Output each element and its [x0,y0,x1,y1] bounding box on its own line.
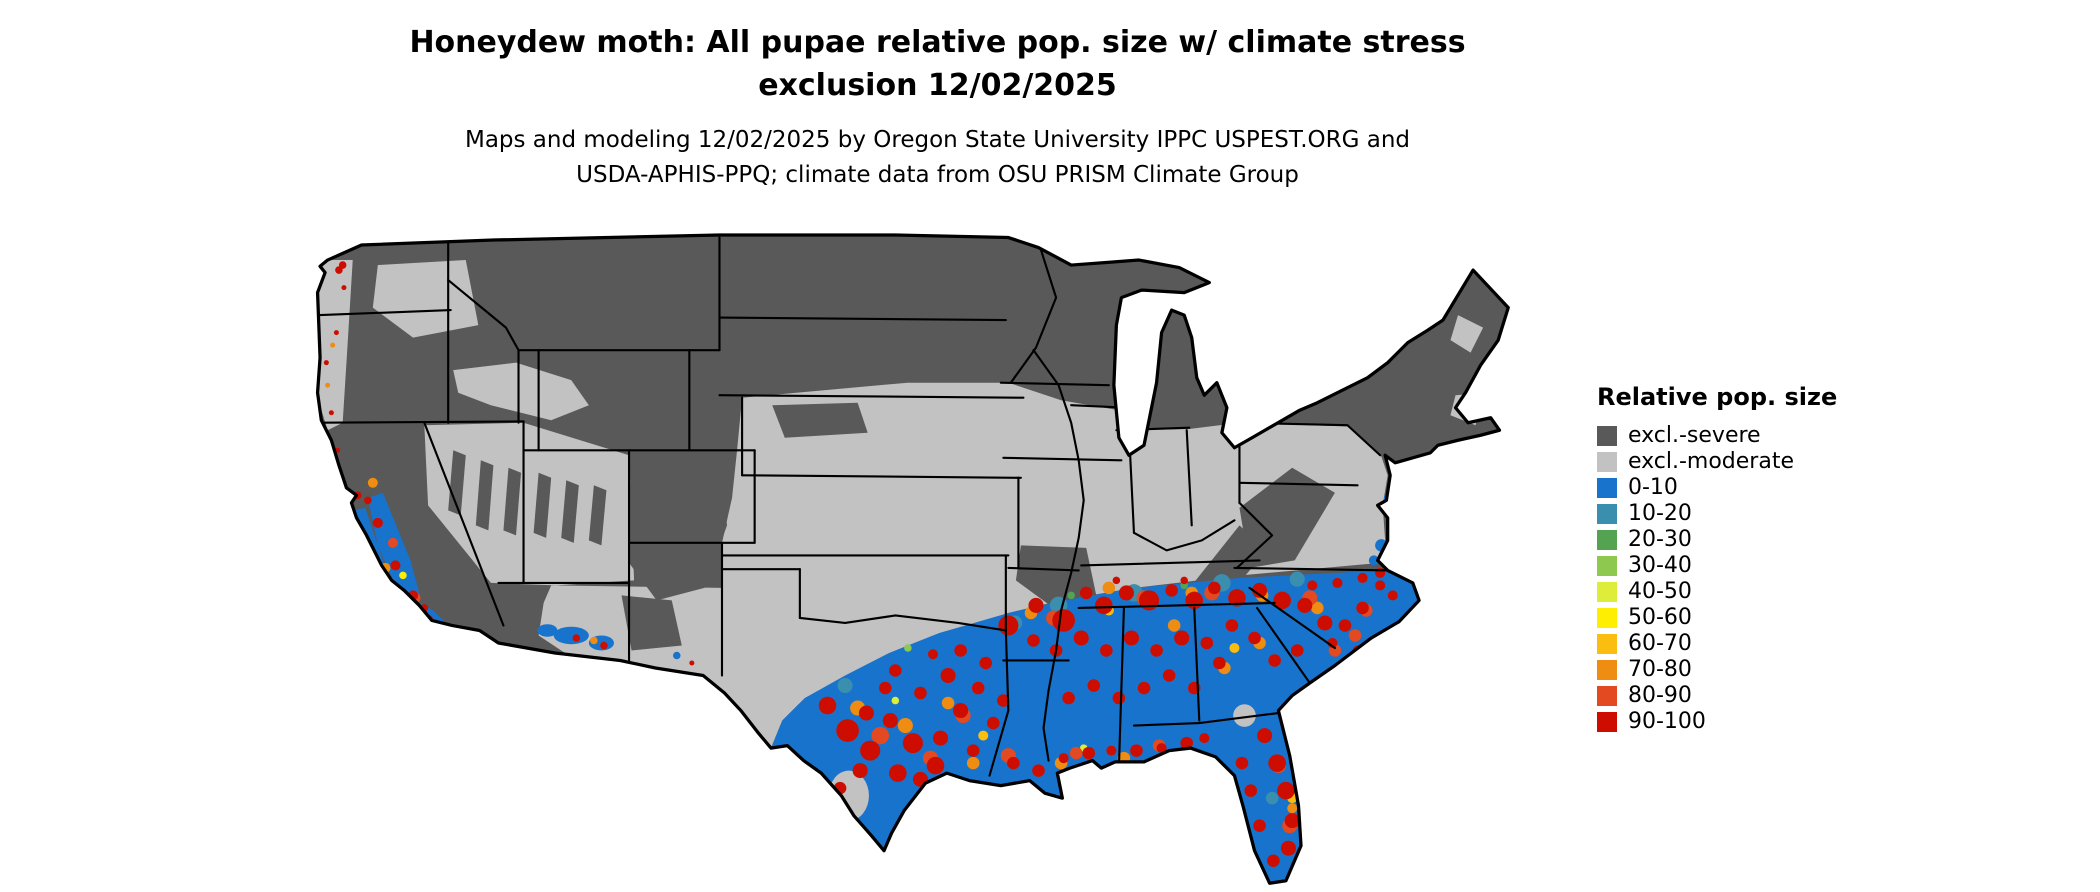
us-map [305,210,1561,892]
legend-item-label: 90-100 [1628,709,1706,734]
legend-item: 70-80 [1597,657,1837,683]
legend-item: 50-60 [1597,605,1837,631]
legend-item-label: 0-10 [1628,475,1678,500]
legend-swatch [1597,582,1617,602]
legend-title: Relative pop. size [1597,383,1838,411]
legend-item-label: excl.-moderate [1628,449,1794,474]
legend-item-label: 80-90 [1628,683,1692,708]
us-outline [315,233,1510,885]
legend-item: excl.-moderate [1597,449,1837,475]
legend-item-label: 10-20 [1628,501,1692,526]
us-map-svg [315,233,1510,885]
legend-swatch [1597,608,1617,628]
state-borders [319,236,1389,777]
legend-swatch [1597,478,1617,498]
legend-item-label: 40-50 [1628,579,1692,604]
subtitle-line-1: Maps and modeling 12/02/2025 by Oregon S… [464,127,1411,154]
legend-item: 0-10 [1597,475,1837,501]
legend-swatch [1597,634,1617,654]
legend-swatch [1597,556,1617,576]
legend-swatch [1597,530,1617,550]
map-title: Honeydew moth: All pupae relative pop. s… [0,22,1875,107]
legend-item: 10-20 [1597,501,1837,527]
header: Honeydew moth: All pupae relative pop. s… [0,22,1875,192]
legend-item-label: 20-30 [1628,527,1692,552]
legend-swatch [1597,660,1617,680]
title-line-2: exclusion 12/02/2025 [758,67,1117,103]
legend-item: 30-40 [1597,553,1837,579]
legend-swatch [1597,686,1617,706]
title-line-1: Honeydew moth: All pupae relative pop. s… [409,25,1466,60]
map-subtitle: Maps and modeling 12/02/2025 by Oregon S… [0,123,1875,192]
legend-item-label: 70-80 [1628,657,1692,682]
map-raster-layers [317,235,1509,884]
legend-item-label: excl.-severe [1628,423,1761,448]
legend-item: 20-30 [1597,527,1837,553]
legend-swatch [1597,452,1617,472]
legend-item: 40-50 [1597,579,1837,605]
legend-item-label: 60-70 [1628,631,1692,656]
legend-swatch [1597,504,1617,524]
legend-item: 90-100 [1597,709,1837,735]
legend-item: 80-90 [1597,683,1837,709]
legend-item: 60-70 [1597,631,1837,657]
legend-item-label: 30-40 [1628,553,1692,578]
subtitle-line-2: USDA-APHIS-PPQ; climate data from OSU PR… [576,161,1299,188]
legend-item: excl.-severe [1597,423,1837,449]
legend: Relative pop. size excl.-severe excl.-mo… [1597,383,1837,735]
legend-swatch [1597,712,1617,732]
legend-item-label: 50-60 [1628,605,1692,630]
legend-swatch [1597,426,1617,446]
